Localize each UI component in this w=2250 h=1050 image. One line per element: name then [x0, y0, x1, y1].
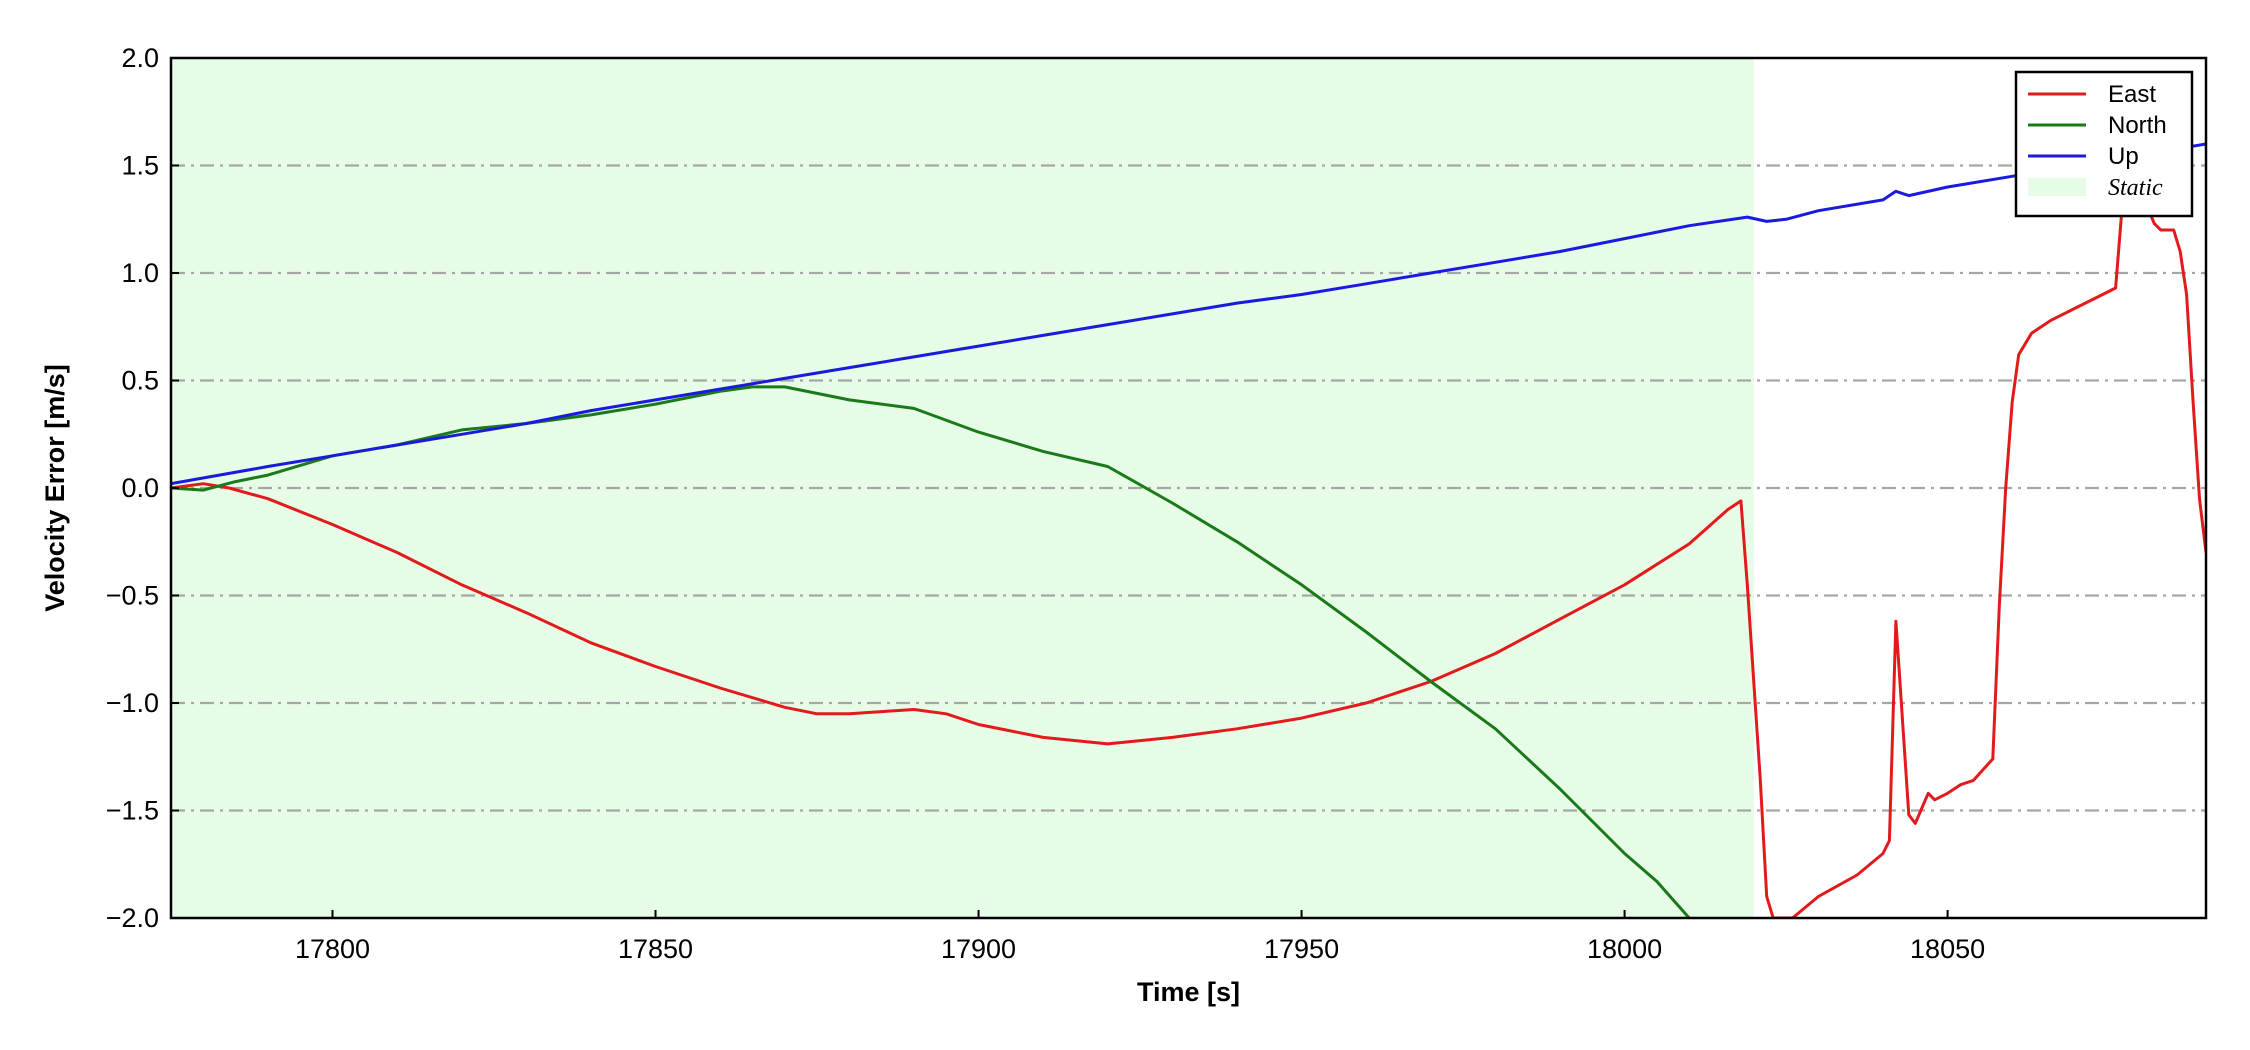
legend: East North Up Static — [2014, 70, 2194, 218]
y-tick-label: 1.0 — [121, 258, 159, 288]
y-axis-label: Velocity Error [m/s] — [40, 364, 70, 612]
y-tick-label: −1.0 — [106, 688, 159, 718]
y-tick-label: 2.0 — [121, 43, 159, 73]
x-tick-label: 17900 — [941, 934, 1016, 964]
x-tick-label: 17950 — [1264, 934, 1339, 964]
y-tick-label: 0.5 — [121, 366, 159, 396]
x-axis-label: Time [s] — [1137, 977, 1240, 1007]
legend-label-up: Up — [2108, 143, 2139, 170]
y-tick-label: 1.5 — [121, 151, 159, 181]
y-tick-label: −1.5 — [106, 796, 159, 826]
y-tick-label: 0.0 — [121, 473, 159, 503]
legend-label-static: Static — [2108, 175, 2163, 201]
y-tick-label: −2.0 — [106, 903, 159, 933]
x-tick-label: 18000 — [1587, 934, 1662, 964]
legend-label-north: North — [2108, 112, 2167, 139]
x-tick-label: 17800 — [295, 934, 370, 964]
grid-lines — [171, 164, 2206, 812]
y-axis-ticks: 2.0 1.5 1.0 0.5 0.0 −0.5 −1.0 −1.5 −2.0 — [106, 43, 179, 933]
x-tick-label: 18050 — [1910, 934, 1985, 964]
y-tick-label: −0.5 — [106, 581, 159, 611]
legend-swatch-static — [2028, 178, 2086, 196]
series-line-up — [171, 142, 2206, 486]
x-tick-label: 17850 — [618, 934, 693, 964]
x-axis-ticks: 17800 17850 17900 17950 18000 18050 — [295, 910, 1985, 964]
legend-label-east: East — [2108, 81, 2156, 108]
